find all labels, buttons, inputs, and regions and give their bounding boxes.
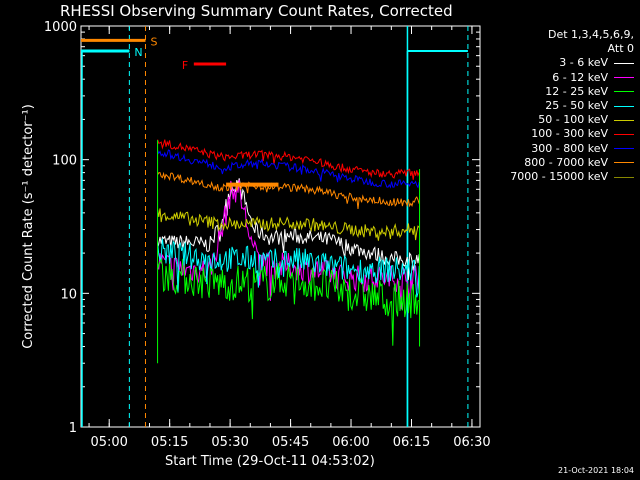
legend-swatch — [614, 77, 634, 79]
legend-label: 25 - 50 keV — [545, 98, 608, 112]
series-line — [157, 149, 420, 189]
legend-entry: 3 - 6 keV — [484, 56, 634, 70]
x-tick-label: 06:15 — [393, 435, 430, 450]
legend-label: 3 - 6 keV — [559, 56, 608, 70]
x-tick-label: 06:30 — [453, 435, 490, 450]
series-line — [157, 208, 420, 241]
legend-label: 6 - 12 keV — [552, 70, 608, 84]
series-line — [157, 178, 420, 280]
legend-swatch — [614, 148, 634, 150]
legend-label: 7000 - 15000 keV — [510, 169, 608, 183]
chart-title: RHESSI Observing Summary Count Rates, Co… — [60, 2, 453, 20]
timestamp: 21-Oct-2021 18:04 — [558, 466, 634, 475]
legend-entry: 12 - 25 keV — [484, 85, 634, 99]
series-line — [157, 171, 420, 209]
legend-swatch — [614, 119, 634, 121]
legend-label: 100 - 300 keV — [531, 127, 608, 141]
legend-label: 300 - 800 keV — [531, 141, 608, 155]
series-line — [157, 257, 420, 346]
x-tick-label: 05:00 — [90, 435, 127, 450]
legend-entry: 300 - 800 keV — [484, 142, 634, 156]
y-axis-label: Corrected Count Rate (s⁻¹ detector⁻¹) — [21, 104, 36, 349]
legend-swatch — [614, 133, 634, 135]
x-tick-label: 05:15 — [151, 435, 188, 450]
marker-label: S — [150, 35, 157, 48]
y-tick-label: 1000 — [44, 20, 77, 35]
series-line — [157, 139, 420, 180]
legend-entry: 6 - 12 keV — [484, 71, 634, 85]
marker-label: N — [134, 46, 142, 59]
legend-header-detectors: Det 1,3,4,5,6,9, — [547, 28, 634, 41]
legend-swatch — [614, 91, 634, 93]
legend-entry: 7000 - 15000 keV — [484, 170, 634, 184]
legend-entry: 800 - 7000 keV — [484, 156, 634, 170]
y-tick-label: 10 — [60, 287, 77, 302]
y-tick-label: 100 — [52, 154, 77, 169]
legend-swatch — [614, 63, 634, 64]
x-tick-label: 05:45 — [272, 435, 309, 450]
legend-swatch — [614, 162, 634, 164]
x-tick-label: 05:30 — [211, 435, 248, 450]
legend: Det 1,3,4,5,6,9, Att 0 3 - 6 keV 6 - 12 k… — [484, 28, 634, 184]
legend-entry: 100 - 300 keV — [484, 127, 634, 141]
y-tick-label: 1 — [69, 421, 77, 436]
series-line — [157, 238, 420, 298]
legend-label: 800 - 7000 keV — [524, 155, 608, 169]
legend-label: 50 - 100 keV — [538, 113, 608, 127]
x-axis-label: Start Time (29-Oct-11 04:53:02) — [165, 454, 375, 469]
legend-entry: 50 - 100 keV — [484, 113, 634, 127]
legend-swatch — [614, 105, 634, 107]
plot-frame — [80, 25, 481, 428]
legend-label: 12 - 25 keV — [545, 84, 608, 98]
marker-label: F — [182, 59, 188, 72]
legend-entry: 25 - 50 keV — [484, 99, 634, 113]
x-tick-label: 06:00 — [332, 435, 369, 450]
legend-header-attenuator: Att 0 — [607, 42, 634, 56]
legend-swatch — [614, 176, 634, 178]
